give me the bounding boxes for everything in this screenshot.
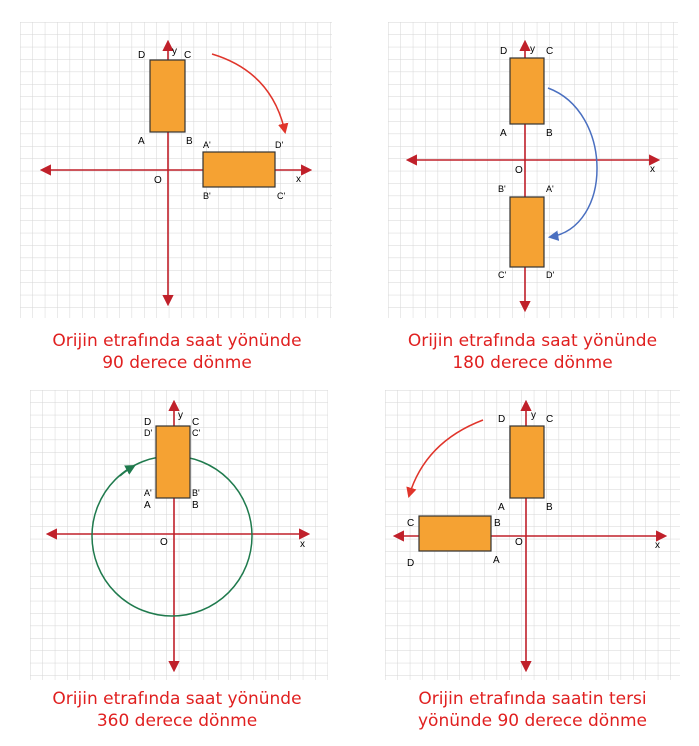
rotation-arrow [547,87,598,241]
label-B: B [186,136,193,147]
label-B: B [192,500,199,511]
label-rotated-D: D [407,558,414,569]
caption-panel-1: Orijin etrafında saat yönünde 90 derece … [12,330,342,374]
rotation-arrow [406,419,484,499]
label-B-prime: B' [192,488,200,498]
origin-label: O [515,165,523,176]
label-A: A [144,500,151,511]
caption-line-1: Orijin etrafında saat yönünde [407,331,658,351]
panel-180-clockwise: x y O D C A B B' A' C' D' [388,22,678,318]
x-axis-label: x [650,164,655,175]
caption-panel-4: Orijin etrafında saatin tersi yönünde 90… [370,688,695,732]
label-A-prime: A' [546,184,554,194]
label-B: B [546,128,553,139]
label-rotated-C: C [407,518,414,529]
label-D: D [500,46,507,57]
label-rotated-A: A [493,555,500,566]
original-rectangle [509,57,545,125]
y-axis-label: y [530,44,535,55]
label-A: A [138,136,145,147]
label-C: C [546,46,553,57]
caption-line-2: 90 derece dönme [102,353,252,373]
y-axis-label: y [531,410,536,421]
original-rectangle [155,425,191,499]
rotated-rectangle [509,196,545,268]
rotation-arrowhead-segment [119,464,136,477]
label-C: C [192,417,199,428]
panel-90-counterclockwise: x y O D C A B C B D A [385,390,680,680]
original-rectangle [509,425,545,499]
origin-label: O [154,175,162,186]
label-B-prime: B' [498,184,506,194]
caption-line-1: Orijin etrafında saat yönünde [52,689,302,709]
panel-90-clockwise: x y O D C A B A' D' B' C' [20,22,332,318]
caption-line-2: yönünde 90 derece dönme [418,711,647,731]
label-D-prime: D' [275,140,283,150]
label-C-prime: C' [498,270,506,280]
caption-line-2: 180 derece dönme [452,353,613,373]
label-D: D [138,50,145,61]
origin-label: O [515,537,523,548]
rotated-rectangle [418,515,492,552]
caption-line-1: Orijin etrafında saat yönünde [52,331,302,351]
label-D: D [144,417,151,428]
caption-line-2: 360 derece dönme [96,711,258,731]
label-A: A [498,502,505,513]
label-C: C [184,50,191,61]
rotated-rectangle [202,151,276,188]
label-A-prime: A' [144,488,152,498]
caption-panel-3: Orijin etrafında saat yönünde 360 derece… [12,688,342,732]
label-B-prime: B' [203,191,211,201]
label-C-prime: C' [277,191,285,201]
origin-label: O [160,537,168,548]
x-axis-label: x [300,539,305,550]
label-C-prime: C' [192,428,200,438]
x-axis-label: x [296,174,301,185]
original-rectangle [149,59,186,133]
label-A: A [500,128,507,139]
caption-panel-2: Orijin etrafında saat yönünde 180 derece… [370,330,695,374]
x-axis-label: x [655,540,660,551]
panel-360-clockwise: x y O D D' C C' A' A B' B [30,390,328,680]
label-D-prime: D' [144,428,152,438]
label-D-prime: D' [546,270,554,280]
label-B: B [546,502,553,513]
y-axis-label: y [172,46,177,57]
label-A-prime: A' [203,140,211,150]
label-D: D [498,414,505,425]
label-C: C [546,414,553,425]
rotation-arrow [211,53,289,135]
label-rotated-B: B [494,518,501,529]
caption-line-1: Orijin etrafında saatin tersi [418,689,647,709]
y-axis-label: y [178,410,183,421]
